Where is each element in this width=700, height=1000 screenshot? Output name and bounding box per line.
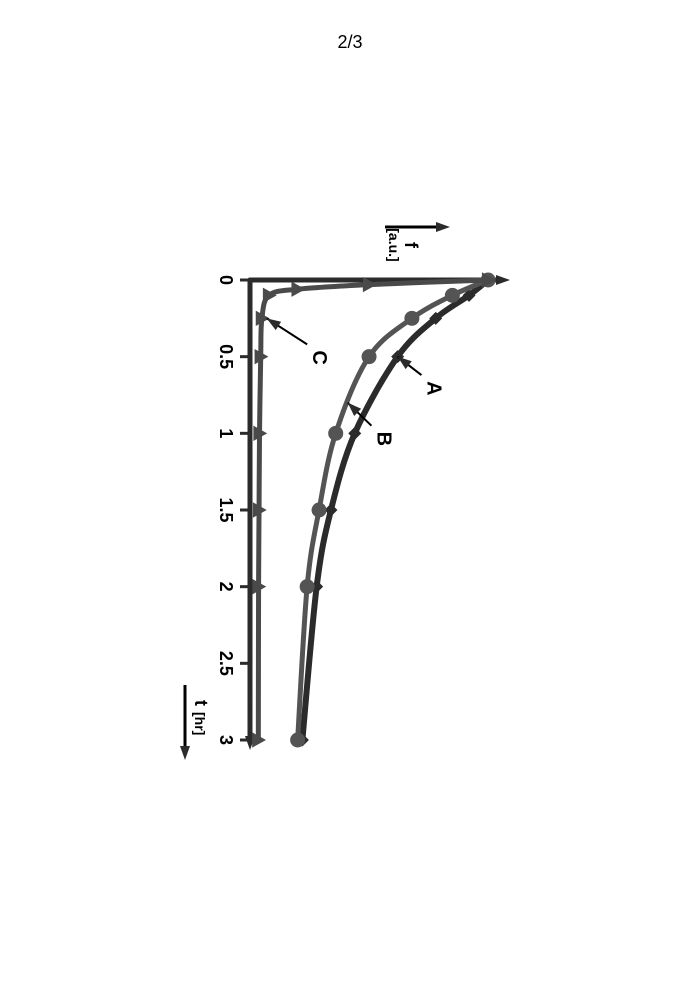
- svg-text:2.5: 2.5: [216, 651, 236, 676]
- svg-text:C: C: [308, 350, 330, 364]
- svg-text:[a.u.]: [a.u.]: [386, 228, 402, 261]
- chart-container: 00.511.522.53t [hr]f[a.u.]ABCФИГ.2: [180, 210, 520, 770]
- svg-text:1.5: 1.5: [216, 497, 236, 522]
- svg-text:t: t: [191, 700, 211, 706]
- svg-text:[hr]: [hr]: [192, 712, 208, 735]
- svg-text:0: 0: [216, 275, 236, 285]
- svg-text:A: A: [422, 381, 444, 395]
- svg-text:0.5: 0.5: [216, 344, 236, 369]
- chart-svg: 00.511.522.53t [hr]f[a.u.]ABCФИГ.2: [180, 210, 520, 770]
- svg-text:3: 3: [216, 735, 236, 745]
- svg-text:2: 2: [216, 582, 236, 592]
- page-root: 2/3 00.511.522.53t [hr]f[a.u.]ABCФИГ.2: [0, 0, 700, 1000]
- svg-text:1: 1: [216, 428, 236, 438]
- svg-text:f: f: [401, 242, 421, 249]
- page-number: 2/3: [0, 32, 700, 53]
- svg-text:B: B: [372, 432, 394, 446]
